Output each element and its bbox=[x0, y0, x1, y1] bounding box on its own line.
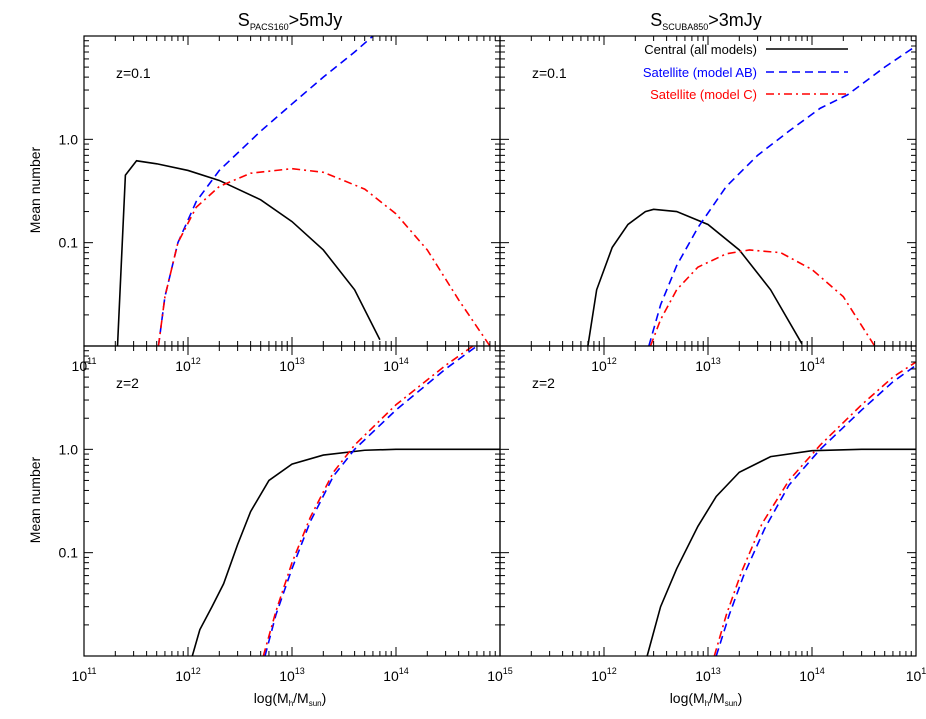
series-group bbox=[587, 45, 916, 346]
x-tick-label: 101 bbox=[906, 666, 926, 684]
legend-label-satellite-ab: Satellite (model AB) bbox=[643, 65, 757, 80]
x-tick-label: 1013 bbox=[695, 666, 721, 684]
y-tick-label: 0.1 bbox=[59, 545, 79, 561]
series-line-satellite-c bbox=[713, 361, 916, 656]
y-tick-label: 1.0 bbox=[59, 131, 79, 147]
panel-top-left: 1011 1012 1013 1014 0.1 1.0 z=0.1 bbox=[59, 35, 501, 374]
panel-top-right: 1012 1013 1014 z=0.1 bbox=[499, 35, 917, 374]
series-line-central bbox=[191, 448, 500, 656]
ylabel-bottom: Mean number bbox=[27, 456, 43, 543]
series-line-satellite-c bbox=[157, 167, 491, 346]
series-line-satellite-ab bbox=[648, 45, 916, 346]
redshift-annotation: z=0.1 bbox=[532, 65, 567, 81]
series-group bbox=[116, 36, 491, 346]
series-group bbox=[646, 361, 916, 656]
series-line-central bbox=[116, 159, 381, 346]
panel-bottom-right: 1012 1013 1014 101 z=2 bbox=[499, 345, 926, 684]
legend: Central (all models) Satellite (model AB… bbox=[643, 42, 848, 102]
series-line-central bbox=[646, 448, 916, 656]
series-group bbox=[191, 346, 500, 656]
x-tick-label: 1012 bbox=[175, 356, 201, 374]
redshift-annotation: z=2 bbox=[532, 375, 555, 391]
ylabel-top: Mean number bbox=[27, 146, 43, 233]
series-line-satellite-c bbox=[649, 249, 876, 346]
x-tick-label: 1015 bbox=[487, 666, 513, 684]
x-tick-label: 1014 bbox=[799, 356, 825, 374]
legend-label-central: Central (all models) bbox=[644, 42, 757, 57]
y-tick-label: 1.0 bbox=[59, 441, 79, 457]
redshift-annotation: z=2 bbox=[116, 375, 139, 391]
x-tick-label: 1013 bbox=[695, 356, 721, 374]
column-title-left: SPACS160>5mJy bbox=[238, 10, 342, 32]
panel-bottom-left: 1011 1012 1013 1014 1015 0.1 1.0 z=2 bbox=[59, 345, 513, 684]
plot-panels: 1011 1012 1013 1014 0.1 1.0 z=0.1 1012 1013 1014 z… bbox=[59, 35, 926, 684]
column-title-right: SSCUBA850>3mJy bbox=[650, 10, 762, 32]
x-tick-label: 1014 bbox=[383, 666, 409, 684]
series-line-satellite-c bbox=[262, 346, 474, 656]
xlabel-right: log(Mh/Msun) bbox=[670, 690, 743, 708]
x-tick-label: 1011 bbox=[72, 666, 97, 684]
x-tick-label: 1011 bbox=[72, 356, 97, 374]
x-tick-label: 1012 bbox=[175, 666, 201, 684]
x-tick-label: 1014 bbox=[383, 356, 409, 374]
x-tick-label: 1013 bbox=[279, 356, 305, 374]
legend-label-satellite-c: Satellite (model C) bbox=[650, 87, 757, 102]
y-tick-label: 0.1 bbox=[59, 235, 79, 251]
xlabel-left: log(Mh/Msun) bbox=[254, 690, 327, 708]
x-tick-label: 1014 bbox=[799, 666, 825, 684]
series-line-central bbox=[587, 208, 803, 346]
series-line-satellite-ab bbox=[715, 364, 916, 656]
x-tick-label: 1012 bbox=[591, 666, 617, 684]
series-line-satellite-ab bbox=[264, 346, 478, 656]
x-tick-label: 1013 bbox=[279, 666, 305, 684]
x-tick-label: 1012 bbox=[591, 356, 617, 374]
redshift-annotation: z=0.1 bbox=[116, 65, 151, 81]
